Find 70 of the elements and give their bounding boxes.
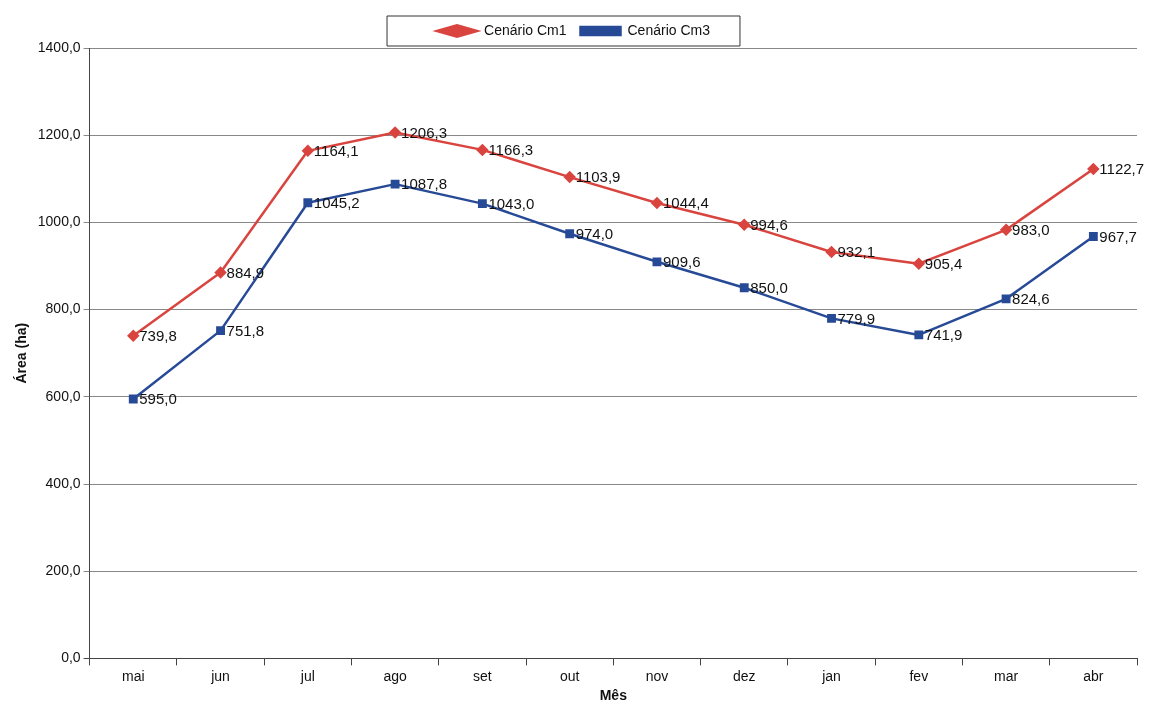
data-label: 983,0 (1012, 220, 1050, 238)
x-tick-label: out (559, 667, 580, 684)
x-tick-label: fev (909, 667, 929, 684)
point (390, 179, 400, 189)
data-label: 967,7 (1099, 227, 1137, 245)
y-tick-label: 0,0 (61, 649, 81, 666)
data-label: 741,9 (924, 326, 963, 344)
data-label: 1103,9 (575, 168, 621, 186)
point (1000, 224, 1012, 236)
x-tick-label: nov (645, 667, 669, 684)
point (827, 313, 836, 323)
data-label: 779,9 (837, 309, 876, 327)
point (739, 283, 749, 293)
data-label: 909,6 (662, 252, 701, 270)
data-label: 595,0 (139, 390, 177, 408)
data-label: 1043,0 (488, 194, 535, 212)
legend-label: Cenário Cm3 (627, 21, 711, 38)
point (216, 326, 225, 336)
point (302, 145, 314, 157)
x-tick-label: jan (821, 667, 841, 684)
data-label: 1087,8 (401, 175, 447, 193)
data-label: 739,8 (139, 326, 177, 344)
point (738, 219, 750, 231)
x-tick-label: dez (732, 667, 756, 684)
data-label: 994,6 (750, 215, 788, 233)
point (913, 257, 925, 270)
point (563, 171, 576, 183)
x-tick-label: ago (383, 667, 407, 684)
x-tick-label: jun (210, 667, 230, 684)
data-label: 1166,3 (488, 141, 534, 159)
point (651, 197, 663, 209)
legend-label: Cenário Cm1 (484, 21, 567, 38)
data-label: 1122,7 (1099, 160, 1145, 178)
point (303, 198, 313, 208)
data-label: 1044,4 (662, 194, 709, 212)
x-tick-label: mar (994, 667, 1019, 684)
y-tick-label: 1400,0 (37, 38, 81, 55)
point (1001, 294, 1011, 304)
point (214, 266, 227, 279)
data-label: 1045,2 (313, 193, 360, 211)
data-label: 850,0 (750, 278, 788, 296)
data-label: 1164,1 (313, 141, 359, 159)
data-label: 1206,3 (401, 123, 447, 141)
x-tick-label: abr (1083, 667, 1104, 684)
y-tick-label: 800,0 (45, 300, 81, 317)
point (476, 144, 489, 156)
point (1088, 232, 1098, 241)
point (477, 199, 487, 209)
data-label: 824,6 (1012, 290, 1050, 308)
data-label: 974,0 (575, 224, 614, 242)
point (652, 257, 662, 267)
point (1087, 163, 1100, 175)
x-tick-label: mai (121, 667, 145, 684)
point (389, 126, 401, 139)
y-tick-label: 400,0 (45, 474, 81, 491)
point (825, 246, 838, 258)
x-tick-label: jul (299, 667, 315, 684)
point (565, 229, 575, 239)
y-tick-label: 200,0 (45, 562, 81, 579)
point (128, 394, 138, 404)
x-axis-title: Mês (599, 687, 628, 704)
y-tick-label: 600,0 (45, 387, 81, 404)
x-tick-label: set (473, 667, 492, 684)
point (127, 330, 140, 342)
y-axis-title: Área (ha) (13, 322, 30, 384)
y-tick-label: 1000,0 (37, 213, 81, 230)
data-label: 905,4 (924, 254, 963, 272)
data-label: 751,8 (226, 321, 265, 339)
y-tick-label: 1200,0 (37, 126, 81, 143)
point (914, 330, 924, 340)
